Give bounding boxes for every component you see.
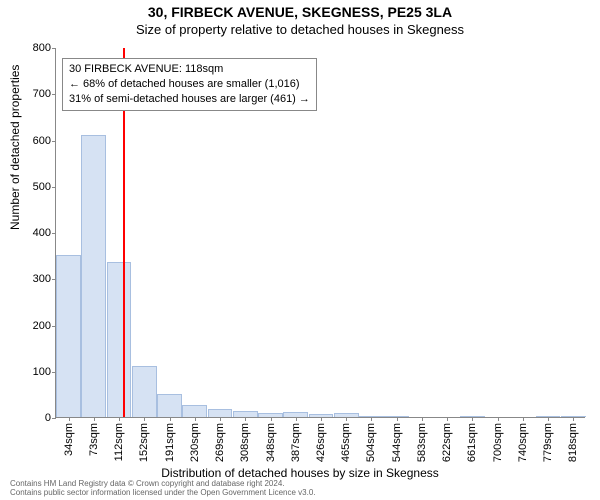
x-tick-mark xyxy=(371,417,372,421)
y-tick-mark xyxy=(52,48,56,49)
y-tick-label: 0 xyxy=(21,412,51,424)
x-tick-mark xyxy=(94,417,95,421)
x-tick-mark xyxy=(144,417,145,421)
footer-line1: Contains HM Land Registry data © Crown c… xyxy=(10,479,316,489)
y-tick-mark xyxy=(52,141,56,142)
x-tick-mark xyxy=(548,417,549,421)
y-tick-label: 200 xyxy=(21,320,51,332)
histogram-bar xyxy=(132,366,157,417)
y-tick-mark xyxy=(52,187,56,188)
chart-title-subtitle: Size of property relative to detached ho… xyxy=(0,20,600,37)
x-tick-mark xyxy=(195,417,196,421)
histogram-bar xyxy=(81,135,106,417)
histogram-bar xyxy=(107,262,132,417)
y-tick-mark xyxy=(52,94,56,95)
info-box-line3: 31% of semi-detached houses are larger (… xyxy=(69,92,310,107)
histogram-bar xyxy=(157,394,182,417)
x-tick-mark xyxy=(472,417,473,421)
x-tick-mark xyxy=(346,417,347,421)
footer-line2: Contains public sector information licen… xyxy=(10,488,316,498)
x-tick-mark xyxy=(271,417,272,421)
y-tick-label: 600 xyxy=(21,135,51,147)
y-axis-label: Number of detached properties xyxy=(8,65,22,230)
y-tick-label: 800 xyxy=(21,42,51,54)
histogram-bar xyxy=(56,255,81,417)
x-tick-mark xyxy=(321,417,322,421)
y-tick-label: 500 xyxy=(21,181,51,193)
y-tick-label: 100 xyxy=(21,366,51,378)
x-tick-mark xyxy=(498,417,499,421)
x-tick-mark xyxy=(422,417,423,421)
footer-attribution: Contains HM Land Registry data © Crown c… xyxy=(10,479,316,498)
x-tick-mark xyxy=(220,417,221,421)
y-tick-label: 300 xyxy=(21,273,51,285)
x-tick-mark xyxy=(573,417,574,421)
chart-title-address: 30, FIRBECK AVENUE, SKEGNESS, PE25 3LA xyxy=(0,0,600,20)
x-tick-mark xyxy=(523,417,524,421)
y-tick-label: 700 xyxy=(21,88,51,100)
x-tick-mark xyxy=(119,417,120,421)
histogram-bar xyxy=(182,405,207,417)
info-box-line1: 30 FIRBECK AVENUE: 118sqm xyxy=(69,62,310,77)
x-tick-mark xyxy=(170,417,171,421)
info-box-line2: ← 68% of detached houses are smaller (1,… xyxy=(69,77,310,92)
x-tick-mark xyxy=(397,417,398,421)
y-tick-label: 400 xyxy=(21,227,51,239)
histogram-bar xyxy=(208,409,233,417)
y-tick-mark xyxy=(52,233,56,234)
x-tick-mark xyxy=(69,417,70,421)
x-tick-mark xyxy=(245,417,246,421)
x-tick-mark xyxy=(447,417,448,421)
property-info-box: 30 FIRBECK AVENUE: 118sqm ← 68% of detac… xyxy=(62,58,317,111)
y-tick-mark xyxy=(52,418,56,419)
x-tick-mark xyxy=(296,417,297,421)
